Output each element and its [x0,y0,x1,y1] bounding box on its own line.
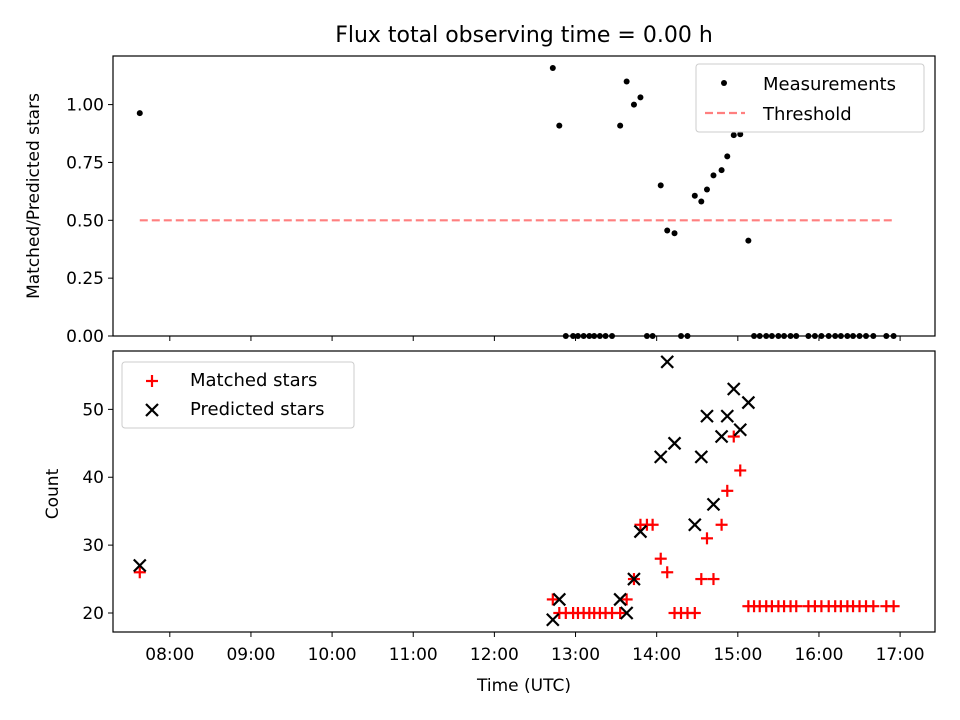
measurement-point [617,122,624,129]
predicted-star-point [726,382,741,396]
bottom-legend: Matched stars Predicted stars [121,361,355,429]
measurement-point [671,230,678,237]
y-tick-label: 0.25 [66,269,104,289]
measurement-point [630,101,637,108]
predicted-star-point [700,409,714,423]
matched-star-point [734,464,747,477]
legend-measurements-marker [721,80,727,86]
predicted-star-point [741,395,756,410]
predicted-star-point [714,429,729,444]
matched-star-point [715,518,728,531]
matched-star-point [695,573,708,586]
predicted-star-point [552,592,567,607]
top-legend: Measurements Threshold [695,63,925,133]
measurement-point [710,172,717,179]
measurement-point [730,132,737,139]
legend-predicted-label: Predicted stars [190,399,324,420]
matched-star-point [614,606,627,619]
measurement-point [556,122,563,129]
x-tick-label: 13:00 [551,645,600,665]
x-tick-label: 09:00 [226,645,275,665]
chart-title: Flux total observing time = 0.00 h [335,23,713,48]
measurement-point [136,110,143,117]
bottom-legend-frame [121,361,355,429]
bottom-axis-ticks: 20 30 40 50 08:00 09:00 10:00 11:00 12:00 13:00 14… [82,400,924,665]
predicted-star-point [653,450,668,464]
matched-star-point [546,593,559,606]
predicted-star-point [733,422,748,437]
measurement-point [737,131,744,138]
predicted-star-point [688,517,702,532]
measurement-point [703,186,710,193]
measurement-point [637,94,644,101]
matched-star-point [688,606,701,619]
measurement-point [724,153,731,160]
measurement-point [623,78,630,85]
top-axis-ticks: 0.00 0.25 0.50 0.75 1.00 [66,96,901,347]
y-tick-label: 40 [82,468,104,488]
measurement-point [698,198,705,205]
matched-star-point [700,532,713,545]
matched-star-point [727,430,740,443]
measurement-point [691,192,698,199]
predicted-star-point [619,606,634,620]
predicted-star-point [694,450,709,464]
matched-star-point [646,518,659,531]
x-tick-label: 08:00 [145,645,194,665]
legend-measurements-label: Measurements [763,74,896,95]
predicted-star-point [660,355,674,369]
matched-star-point [707,573,720,586]
measurement-point [657,182,664,189]
predicted-star-point [627,572,641,586]
predicted-star-point [633,524,648,539]
legend-matched-label: Matched stars [190,370,317,391]
measurement-point [745,237,752,244]
top-panel: 0.00 0.25 0.50 0.75 1.00 Matched/Predicted s… [24,55,936,347]
matched-star-point [661,566,674,579]
predicted-star-point [720,409,735,423]
predicted-star-point [613,592,627,607]
y-tick-label: 1.00 [66,96,104,116]
x-tick-label: 14:00 [632,645,681,665]
y-tick-label: 0.50 [66,211,104,231]
top-axes-frame [112,55,936,337]
measurement-point [549,65,556,72]
matched-star-point [620,593,633,606]
y-tick-label: 0.75 [66,153,104,173]
x-tick-label: 17:00 [876,645,925,665]
measurement-point [718,167,725,174]
matched-star-point [867,600,880,613]
predicted-star-point [546,613,560,627]
y-tick-label: 30 [82,536,104,556]
predicted-star-point [667,436,682,451]
x-tick-label: 16:00 [794,645,843,665]
y-tick-label: 20 [82,604,104,624]
bottom-xlabel: Time (UTC) [476,676,571,696]
y-tick-label: 0.00 [66,327,104,347]
x-tick-label: 15:00 [713,645,762,665]
bottom-axes-frame [112,350,936,633]
matched-star-point [887,600,900,613]
legend-matched-marker [146,375,158,387]
top-legend-frame [695,63,925,133]
x-tick-label: 11:00 [389,645,438,665]
predicted-star-point [133,558,147,573]
bottom-panel: 20 30 40 50 08:00 09:00 10:00 11:00 12:00 13:00 14… [43,350,936,696]
matched-star-point [790,600,803,613]
measurement-point [664,227,671,234]
bottom-ylabel: Count [43,468,63,519]
legend-threshold-label: Threshold [762,104,852,125]
matched-star-point [654,552,667,565]
y-tick-label: 50 [82,400,104,420]
predicted-star-point [706,497,721,512]
bottom-data-points [133,355,900,627]
matched-star-point [133,566,146,579]
legend-predicted-marker [145,403,159,417]
x-tick-label: 12:00 [470,645,519,665]
top-ylabel: Matched/Predicted stars [24,93,44,299]
x-tick-label: 10:00 [308,645,357,665]
matched-star-point [721,484,734,497]
